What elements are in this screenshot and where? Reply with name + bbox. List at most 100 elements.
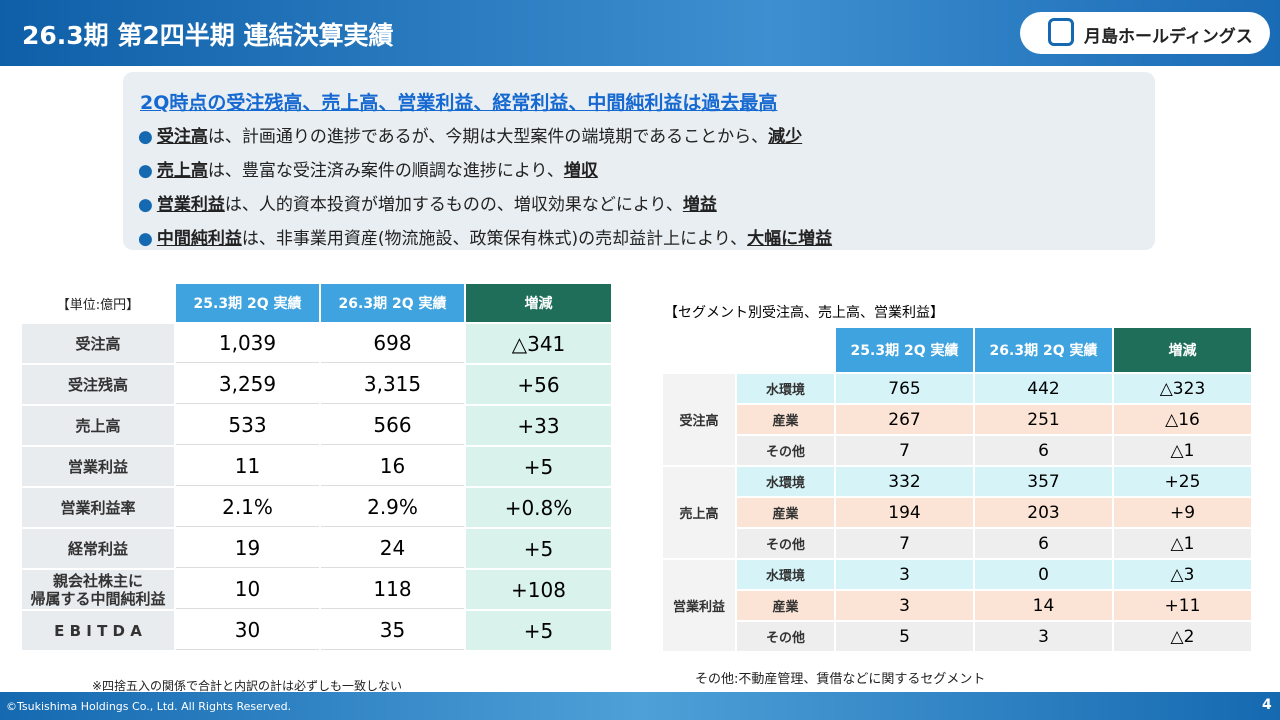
left-note: ※四捨五入の関係で合計と内訳の計は必ずしも一致しない [92,679,403,693]
value-cell: 3 [836,560,973,589]
left-table: 【単位:億円】 25.3期 2Q 実績 26.3期 2Q 実績 増減 受注高 1,039 6… [20,282,613,652]
bullet: ● 中間純利益は、非事業用資産(物流施設、政策保有株式)の売却益計上により、大幅に… [138,224,832,249]
bullet-dot: ● [138,161,153,181]
value-cell: 267 [836,405,973,434]
bullet: ● 受注高は、計画通りの進捗であるが、今期は大型案件の端境期であることから、減少 [138,122,802,147]
value-cell: 251 [975,405,1112,434]
value-cell: 5 [836,622,973,651]
table-row: E B I T D A 30 35 +5 [22,611,611,650]
row-label: 経常利益 [22,529,174,568]
row-label: E B I T D A [22,611,174,650]
segment-label: 産業 [737,591,834,620]
value-cell: +56 [466,365,611,404]
row-label: 親会社株主に 帰属する中間純利益 [22,570,174,609]
value-cell: 533 [176,406,319,445]
header-row: 25.3期 2Q 実績 26.3期 2Q 実績 増減 [663,328,1251,372]
value-cell: 10 [176,570,319,609]
bullet-text: は、人的資本投資が増加するものの、増収効果などにより、 [224,195,683,215]
bullet-text: 大幅に増益 [747,229,833,249]
logo-icon [1048,18,1074,46]
table-row: 売上高 水環境 332 357 +25 [663,467,1251,558]
footer-bar [0,692,1280,720]
segment-label: 水環境 [737,467,834,496]
bullet: ● 売上高は、豊富な受注済み案件の順調な進捗により、増収 [138,156,598,181]
value-cell: +9 [1114,498,1251,527]
bullet-text: は、非事業用資産(物流施設、政策保有株式)の売却益計上により、 [241,229,748,249]
table-row: 受注高 水環境 765 442 △323 [663,374,1251,465]
value-cell: △323 [1114,374,1251,403]
right-title: 【セグメント別受注高、売上高、営業利益】 [664,305,944,321]
bullet-text: 増益 [682,195,717,215]
right-table: 25.3期 2Q 実績 26.3期 2Q 実績 増減 受注高 水環境 765 442 △323… [661,326,1253,653]
column-header: 25.3期 2Q 実績 [836,328,973,372]
segment-label: 水環境 [737,374,834,403]
value-cell: △3 [1114,560,1251,589]
bullet-text: 増収 [563,161,598,181]
value-cell: △2 [1114,622,1251,651]
value-cell: +5 [466,529,611,568]
group-label: 受注高 [663,374,735,465]
value-cell: +5 [466,611,611,650]
table-row: 売上高 533 566 +33 [22,406,611,445]
value-cell: 7 [836,436,973,465]
value-cell: 1,039 [176,324,319,363]
row-label: 営業利益 [22,447,174,486]
value-cell: +33 [466,406,611,445]
table-row: 営業利益 11 16 +5 [22,447,611,486]
bullet-text: 受注高 [156,127,208,147]
segment-label: 水環境 [737,560,834,589]
table-row: その他 7 6 △1 [663,436,1251,465]
summary-headline: 2Q時点の受注残高、売上高、営業利益、経常利益、中間純利益は過去最高 [140,92,778,114]
unit-label: 【単位:億円】 [22,284,174,322]
value-cell: 3 [836,591,973,620]
column-header: 25.3期 2Q 実績 [176,284,319,322]
segment-label: 産業 [737,498,834,527]
value-cell: △16 [1114,405,1251,434]
column-header: 26.3期 2Q 実績 [321,284,464,322]
table-row: 親会社株主に 帰属する中間純利益 10 118 +108 [22,570,611,609]
value-cell: 442 [975,374,1112,403]
value-cell: 19 [176,529,319,568]
bullet-dot: ● [138,195,153,215]
value-cell: 11 [176,447,319,486]
segment-label: その他 [737,529,834,558]
value-cell: 194 [836,498,973,527]
segment-label: その他 [737,436,834,465]
column-header: 26.3期 2Q 実績 [975,328,1112,372]
value-cell: △1 [1114,436,1251,465]
value-cell: +0.8% [466,488,611,527]
table-row: 産業 194 203 +9 [663,498,1251,527]
title: 26.3期 第2四半期 連結決算実績 [22,21,394,50]
value-cell: 118 [321,570,464,609]
blank-header [663,328,834,372]
segment-label: その他 [737,622,834,651]
table-row: 営業利益率 2.1% 2.9% +0.8% [22,488,611,527]
table-row: 受注高 1,039 698 △341 [22,324,611,363]
right-note: その他:不動産管理、賃借などに関するセグメント [695,672,986,687]
value-cell: 30 [176,611,319,650]
table-row: 受注残高 3,259 3,315 +56 [22,365,611,404]
value-cell: 24 [321,529,464,568]
table-row: 産業 3 14 +11 [663,591,1251,620]
value-cell: 0 [975,560,1112,589]
value-cell: 332 [836,467,973,496]
value-cell: 6 [975,436,1112,465]
value-cell: 6 [975,529,1112,558]
bullet-text: 営業利益 [156,195,225,215]
column-header: 増減 [1114,328,1251,372]
value-cell: 357 [975,467,1112,496]
value-cell: 203 [975,498,1112,527]
value-cell: +11 [1114,591,1251,620]
page-number: 4 [1262,697,1272,713]
logo-text: 月島ホールディングス [1084,27,1253,47]
segment-label: 産業 [737,405,834,434]
value-cell: 16 [321,447,464,486]
bullet: ● 営業利益は、人的資本投資が増加するものの、増収効果などにより、増益 [138,190,717,215]
row-label: 営業利益率 [22,488,174,527]
value-cell: △341 [466,324,611,363]
table-row: その他 5 3 △2 [663,622,1251,651]
value-cell: 3,259 [176,365,319,404]
table-row: 営業利益 水環境 3 0 △3 [663,560,1251,651]
value-cell: +5 [466,447,611,486]
